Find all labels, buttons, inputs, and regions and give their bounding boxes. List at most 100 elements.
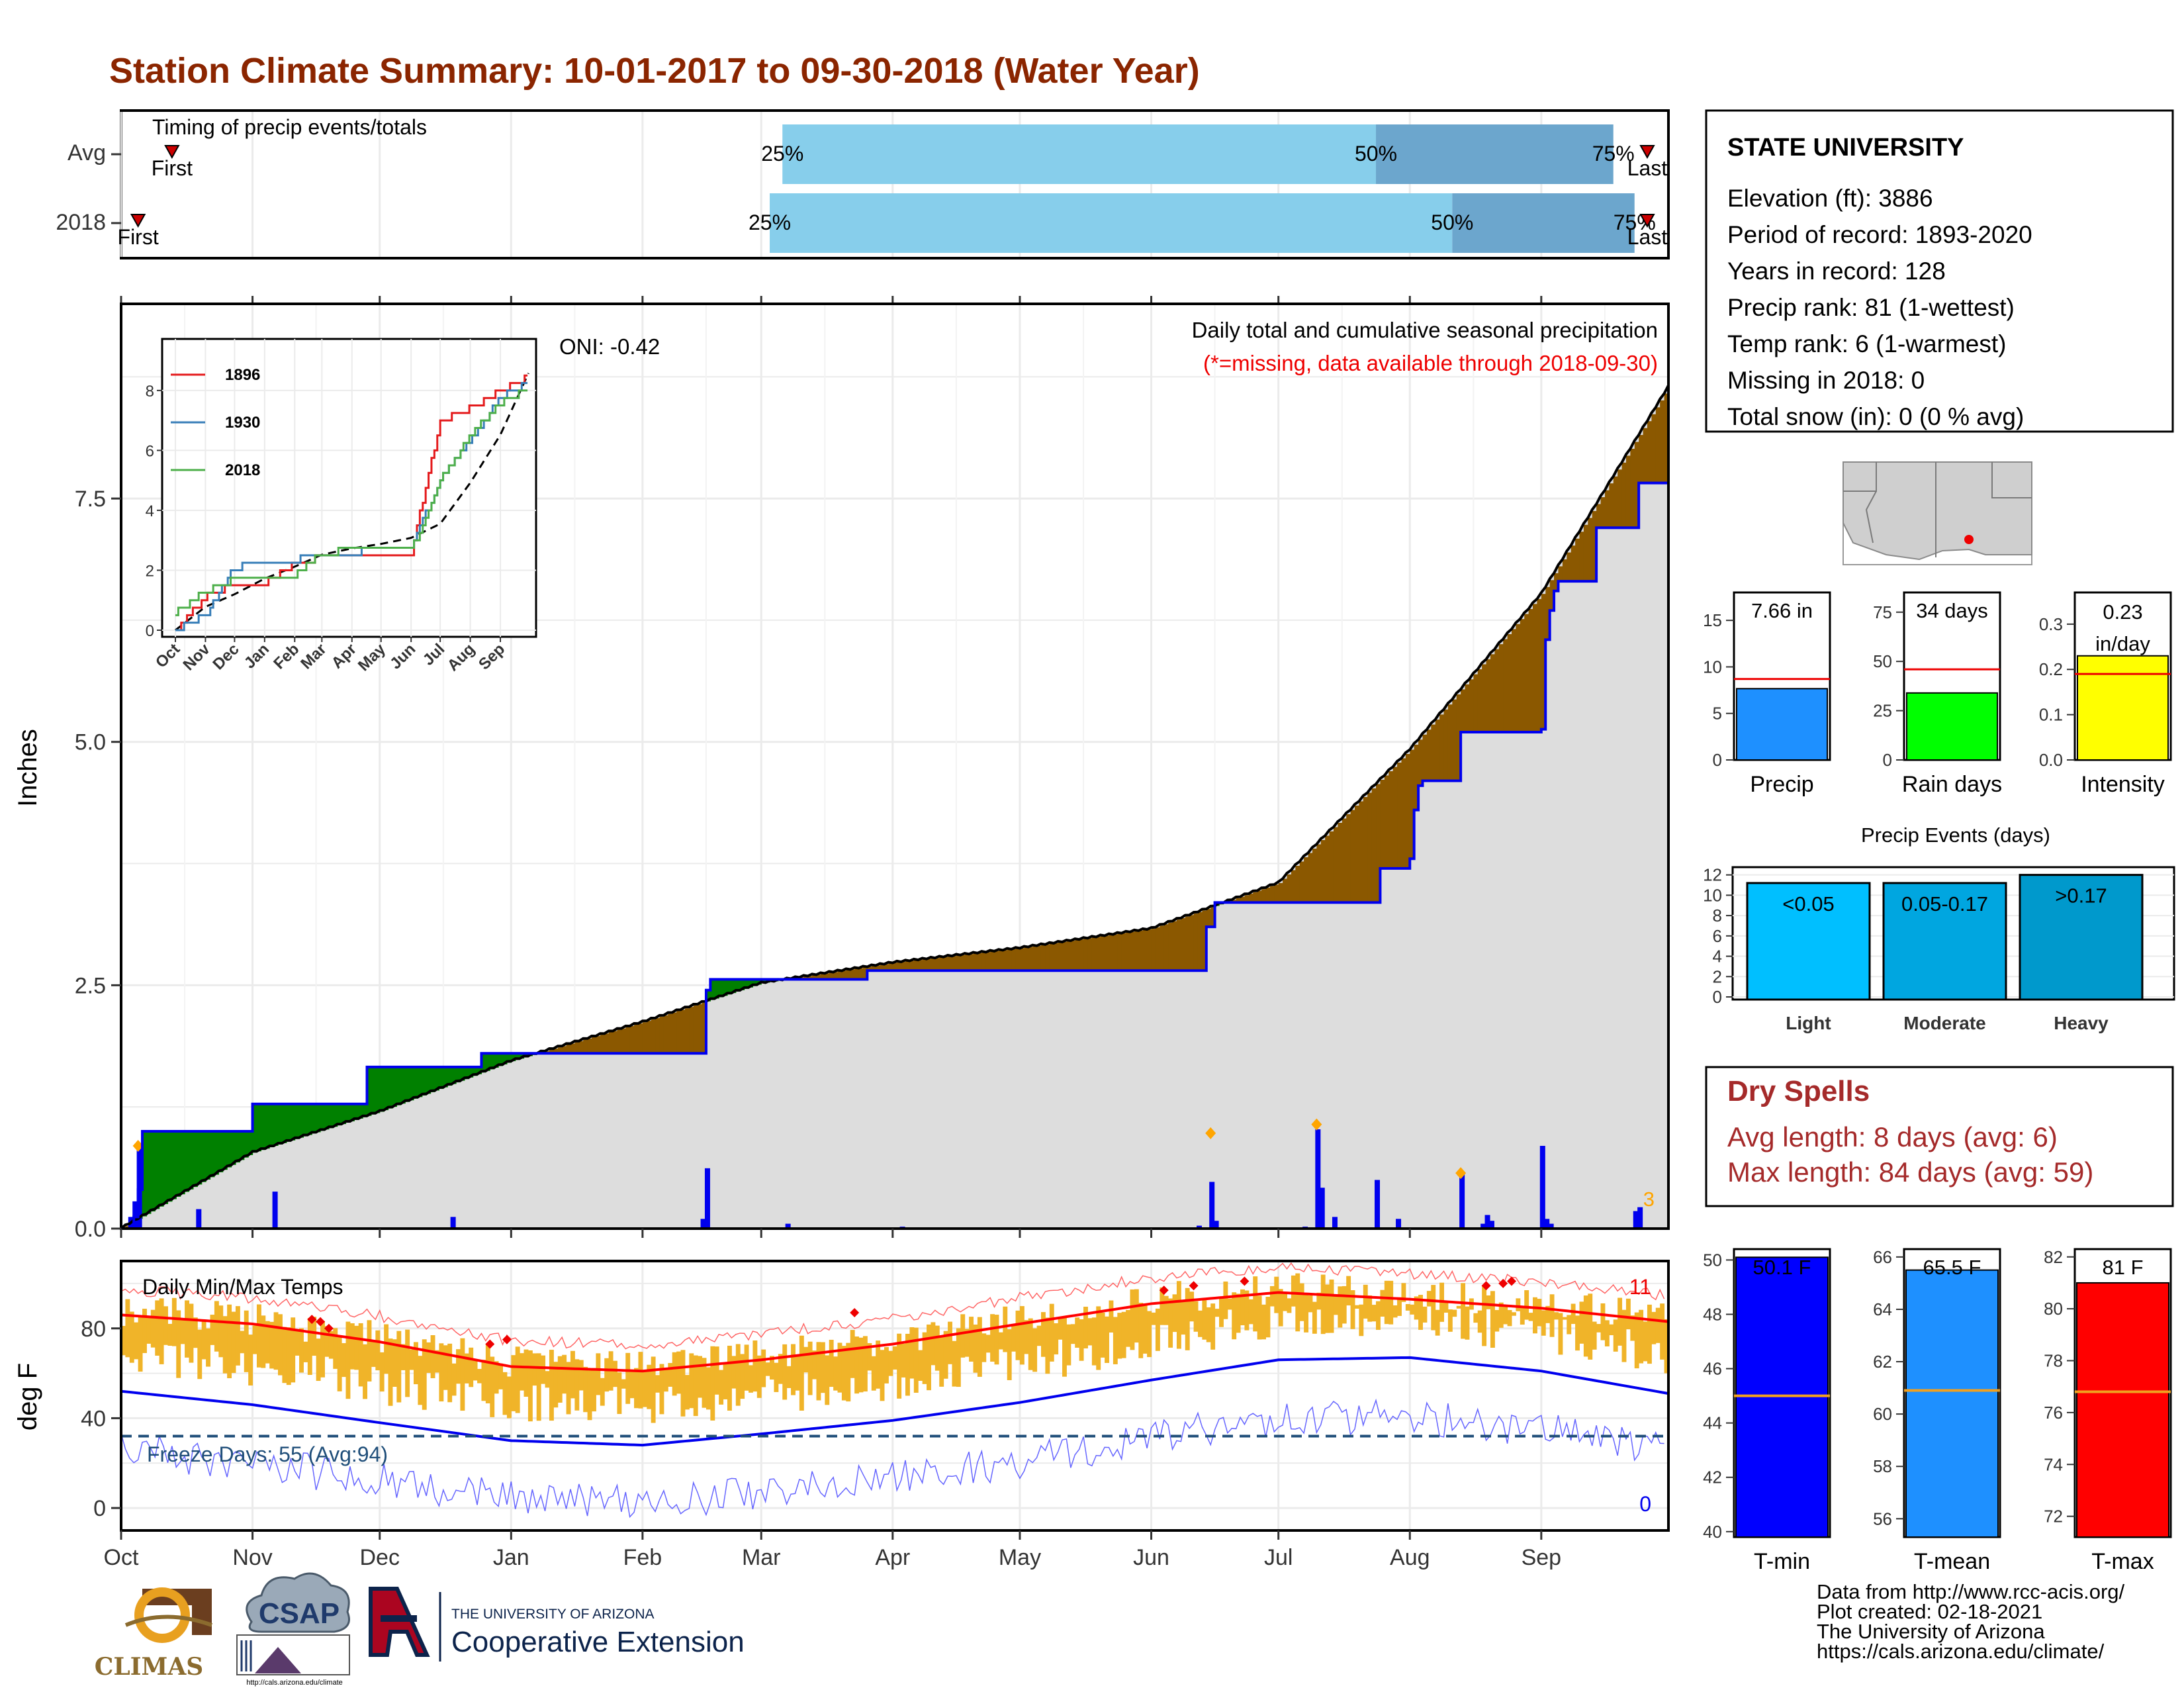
- oni-label: ONI: -0.42: [559, 334, 660, 359]
- daily-temp-bar: [1019, 1306, 1024, 1365]
- temp-bar-fill: [1735, 1256, 1829, 1538]
- events-bar: [2019, 874, 2144, 1001]
- credit-line: Data from http://www.rcc-acis.org/: [1817, 1580, 2125, 1603]
- below-avg-fill: [1304, 857, 1309, 903]
- below-avg-fill: [1575, 538, 1580, 582]
- below-avg-fill: [1032, 946, 1038, 971]
- below-avg-fill: [684, 1008, 690, 1054]
- below-avg-fill: [952, 956, 957, 971]
- below-avg-fill: [596, 1036, 601, 1054]
- temp-bar-ytick-label: 72: [2044, 1507, 2063, 1526]
- daily-temp-bar: [435, 1350, 439, 1373]
- month-label: Nov: [232, 1545, 272, 1570]
- mini-bar-ytick-label: 5: [1713, 704, 1722, 724]
- below-avg-fill: [1049, 943, 1054, 971]
- below-avg-fill: [604, 1033, 610, 1054]
- csap-logo-text: CSAP: [259, 1597, 340, 1630]
- daily-temp-bar: [663, 1370, 668, 1392]
- precip-ytick-label: 2.5: [75, 973, 106, 998]
- below-avg-fill: [1036, 945, 1042, 971]
- inset-ytick-label: 2: [146, 562, 154, 580]
- above-avg-fill: [286, 1103, 291, 1142]
- dry-spells-title: Dry Spells: [1727, 1075, 1870, 1107]
- temp-ytick-label: 0: [93, 1496, 106, 1521]
- daily-temp-bar: [371, 1340, 376, 1367]
- above-avg-fill: [167, 1131, 173, 1202]
- temp-bar-label: T-mean: [1914, 1549, 1990, 1574]
- daily-temp-bar: [727, 1345, 732, 1411]
- above-avg-fill: [456, 1066, 461, 1083]
- timing-first-label: First: [118, 225, 159, 249]
- timing-last-marker: [1639, 145, 1655, 160]
- daily-temp-bar: [659, 1364, 664, 1415]
- daily-temp-bar: [705, 1367, 711, 1410]
- daily-temp-bar: [159, 1298, 164, 1364]
- daily-temp-bar: [1405, 1303, 1410, 1311]
- mini-bar-ytick-label: 10: [1703, 657, 1722, 677]
- daily-temp-bar: [354, 1325, 359, 1370]
- daily-temp-bar: [1278, 1289, 1283, 1327]
- daily-temp-bar: [291, 1317, 296, 1383]
- below-avg-fill: [1189, 915, 1195, 971]
- cold-days-count: 0: [1639, 1492, 1651, 1516]
- above-avg-fill: [324, 1103, 330, 1130]
- daily-temp-bar: [578, 1360, 584, 1391]
- daily-temp-bar: [1422, 1306, 1428, 1323]
- daily-temp-bar: [1533, 1297, 1537, 1334]
- below-avg-fill: [1655, 407, 1661, 483]
- daily-temp-bar: [1151, 1312, 1156, 1325]
- daily-temp-bar: [515, 1346, 520, 1413]
- record-high-marker: [485, 1339, 495, 1349]
- dry-spells-max: Max length: 84 days (avg: 59): [1727, 1156, 2093, 1188]
- above-avg-fill: [749, 979, 754, 988]
- inset-legend-label: 2018: [225, 461, 260, 479]
- daily-temp-bar: [460, 1338, 465, 1411]
- below-avg-fill: [1461, 689, 1466, 733]
- events-category-label: Moderate: [1903, 1013, 1985, 1033]
- daily-temp-bar: [1121, 1311, 1126, 1358]
- daily-temp-bar: [749, 1365, 753, 1393]
- above-avg-fill: [244, 1131, 249, 1158]
- daily-temp-bar: [248, 1335, 253, 1386]
- daily-temp-bar: [439, 1343, 444, 1402]
- daily-temp-bar: [1537, 1299, 1542, 1327]
- below-avg-fill: [918, 960, 923, 971]
- station-line: Period of record: 1893-2020: [1727, 221, 2032, 248]
- below-avg-fill: [1600, 497, 1606, 528]
- below-avg-fill: [1045, 944, 1050, 971]
- daily-temp-bar: [1617, 1297, 1623, 1346]
- below-avg-fill: [549, 1049, 554, 1054]
- daily-temp-bar: [426, 1342, 432, 1373]
- daily-temp-bar: [494, 1361, 499, 1394]
- csap-logo: CSAP http://cals.arizona.edu/climate: [236, 1572, 350, 1687]
- station-info-box: STATE UNIVERSITY Elevation (ft): 3886 Pe…: [1705, 109, 2174, 433]
- temp-ytick-label: 40: [81, 1406, 106, 1431]
- temp-frame: [120, 1260, 1670, 1532]
- daily-temp-bar: [1265, 1297, 1271, 1338]
- below-avg-fill: [854, 968, 860, 980]
- below-avg-fill: [1019, 948, 1024, 971]
- temp-bar-label: T-max: [2091, 1549, 2154, 1574]
- daily-temp-bar: [816, 1342, 821, 1401]
- timing-last-label: Last: [1627, 156, 1668, 180]
- mini-bar-value: 7.66 in: [1751, 599, 1813, 622]
- daily-temp-bar: [303, 1341, 308, 1362]
- below-avg-fill: [1664, 393, 1669, 483]
- timing-p25-label: 25%: [761, 142, 803, 165]
- above-avg-fill: [252, 1103, 257, 1153]
- events-bar-label: 0.05-0.17: [1901, 892, 1988, 915]
- below-avg-fill: [1435, 719, 1440, 781]
- below-avg-fill: [1024, 947, 1029, 971]
- daily-temp-bar: [1096, 1306, 1101, 1370]
- events-ytick-label: 2: [1713, 966, 1722, 986]
- daily-temp-bar: [740, 1354, 745, 1399]
- daily-temp-bar: [1333, 1295, 1338, 1315]
- daily-temp-bar: [583, 1366, 588, 1413]
- daily-temp-bar: [240, 1331, 245, 1354]
- below-avg-fill: [1545, 586, 1551, 640]
- above-avg-fill: [447, 1066, 453, 1086]
- below-avg-fill: [634, 1025, 639, 1054]
- daily-temp-bar: [269, 1321, 275, 1369]
- above-avg-fill: [206, 1131, 211, 1180]
- daily-temp-bar: [1465, 1306, 1470, 1340]
